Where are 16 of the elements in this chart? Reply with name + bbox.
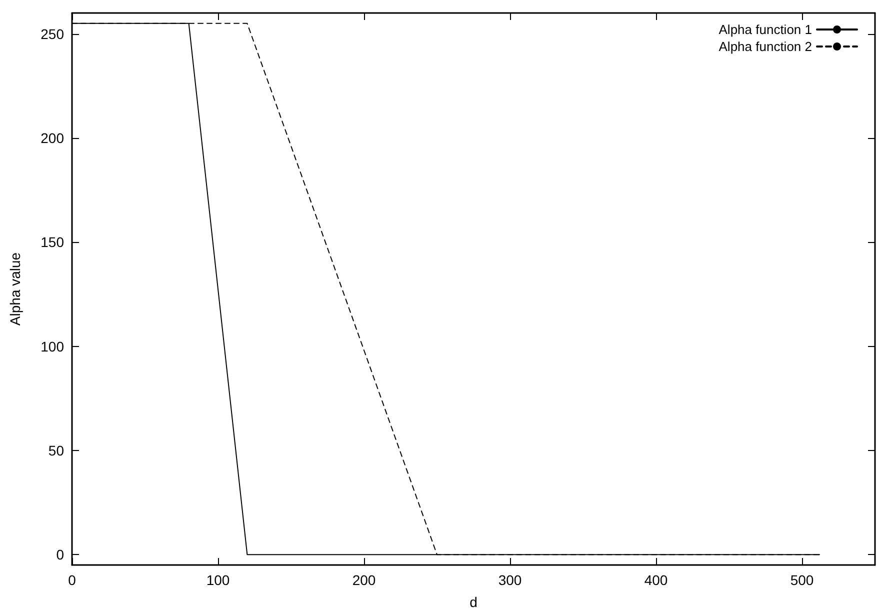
y-tick-label: 250 <box>40 26 64 42</box>
x-tick-label: 200 <box>352 572 376 588</box>
y-axis-title: Alpha value <box>7 252 23 326</box>
y-tick-label: 200 <box>40 130 64 146</box>
x-tick-label: 0 <box>68 572 76 588</box>
legend-label: Alpha function 2 <box>718 39 812 54</box>
x-tick-label: 500 <box>790 572 814 588</box>
x-tick-label: 300 <box>498 572 522 588</box>
y-tick-label: 50 <box>48 442 64 458</box>
x-axis-title: d <box>470 594 478 610</box>
y-tick-label: 0 <box>56 546 64 563</box>
y-tick-label: 150 <box>40 234 64 250</box>
y-tick-label: 100 <box>40 338 64 354</box>
x-tick-label: 100 <box>206 572 230 588</box>
x-tick-label: 400 <box>644 572 668 588</box>
legend-label: Alpha function 1 <box>718 22 812 37</box>
